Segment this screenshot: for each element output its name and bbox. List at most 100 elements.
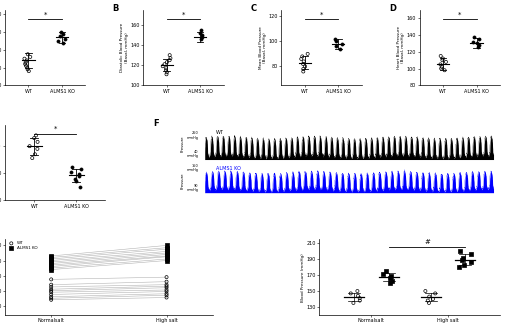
Point	[47, 296, 55, 301]
Point	[438, 57, 446, 63]
Point	[299, 59, 308, 64]
Point	[162, 66, 170, 71]
Point	[162, 68, 170, 73]
Point	[47, 284, 55, 290]
Point	[163, 279, 171, 284]
Point	[332, 39, 340, 44]
Point	[349, 300, 358, 306]
Point	[33, 146, 41, 152]
Point	[47, 292, 55, 297]
Point	[47, 259, 55, 265]
Point	[437, 66, 445, 71]
Point	[163, 295, 171, 300]
Point	[163, 289, 171, 294]
Point	[331, 36, 339, 41]
Point	[163, 253, 171, 258]
Point	[159, 64, 167, 69]
Point	[47, 287, 55, 292]
Legend: WT, ALMS1 KO: WT, ALMS1 KO	[7, 241, 37, 250]
Point	[163, 70, 171, 75]
Point	[47, 255, 55, 260]
Point	[458, 257, 466, 263]
Y-axis label: Blood Pressure (mmHg): Blood Pressure (mmHg)	[301, 253, 305, 301]
Point	[61, 36, 69, 42]
Text: F: F	[154, 118, 159, 128]
Text: Pressure: Pressure	[180, 135, 184, 152]
Point	[30, 135, 38, 141]
Point	[32, 133, 40, 138]
Point	[47, 282, 55, 287]
Point	[425, 300, 433, 306]
Point	[356, 296, 364, 301]
Text: *: *	[54, 126, 57, 132]
Point	[379, 271, 387, 276]
Y-axis label: Heart Blood Pressure
(Basal, mmHg): Heart Blood Pressure (Basal, mmHg)	[397, 26, 406, 69]
Point	[163, 285, 171, 290]
Point	[47, 277, 55, 282]
Point	[26, 54, 34, 60]
Point	[28, 155, 36, 161]
Point	[354, 288, 362, 294]
Text: D: D	[389, 4, 396, 13]
Text: C: C	[251, 4, 257, 13]
Point	[332, 44, 340, 49]
Point	[166, 52, 174, 58]
Point	[22, 63, 30, 69]
Text: *: *	[43, 11, 47, 17]
Point	[67, 169, 75, 174]
Text: 150
mmHg: 150 mmHg	[186, 164, 198, 173]
Point	[72, 178, 80, 183]
Point	[47, 294, 55, 299]
Point	[47, 261, 55, 266]
Point	[24, 51, 32, 57]
Point	[436, 62, 444, 67]
Point	[47, 258, 55, 263]
Point	[301, 64, 309, 69]
Point	[347, 291, 355, 296]
Point	[431, 291, 439, 296]
Point	[163, 250, 171, 256]
Point	[161, 62, 169, 67]
Point	[473, 41, 481, 46]
Text: #: #	[424, 239, 430, 245]
Point	[460, 262, 468, 267]
Point	[297, 56, 306, 62]
Point	[163, 284, 171, 289]
Point	[470, 34, 478, 39]
Point	[56, 34, 64, 39]
Point	[467, 252, 475, 257]
Point	[421, 288, 429, 294]
Point	[163, 60, 171, 65]
Point	[77, 166, 85, 172]
Point	[338, 41, 346, 47]
Point	[424, 298, 432, 303]
Point	[59, 40, 67, 45]
Point	[442, 59, 450, 65]
Point	[163, 72, 171, 77]
Text: 40
mmHg: 40 mmHg	[186, 150, 198, 158]
Point	[47, 290, 55, 295]
Point	[356, 298, 364, 303]
Point	[459, 255, 467, 260]
Text: Pressure: Pressure	[180, 173, 184, 190]
Point	[386, 280, 394, 286]
Y-axis label: Mean Blood Pressure
(Basal, mmHg): Mean Blood Pressure (Basal, mmHg)	[259, 26, 267, 69]
Point	[20, 56, 28, 61]
Point	[298, 54, 307, 59]
Point	[438, 64, 446, 70]
Point	[437, 53, 445, 59]
Point	[26, 144, 34, 149]
Point	[382, 269, 390, 274]
Point	[33, 139, 41, 145]
Point	[163, 254, 171, 259]
Point	[354, 293, 362, 298]
Point	[163, 249, 171, 254]
Text: *: *	[320, 11, 323, 17]
Point	[163, 282, 171, 287]
Point	[429, 297, 437, 302]
Text: B: B	[113, 4, 119, 13]
Point	[75, 172, 83, 177]
Point	[166, 55, 174, 61]
Point	[47, 256, 55, 262]
Point	[47, 267, 55, 272]
